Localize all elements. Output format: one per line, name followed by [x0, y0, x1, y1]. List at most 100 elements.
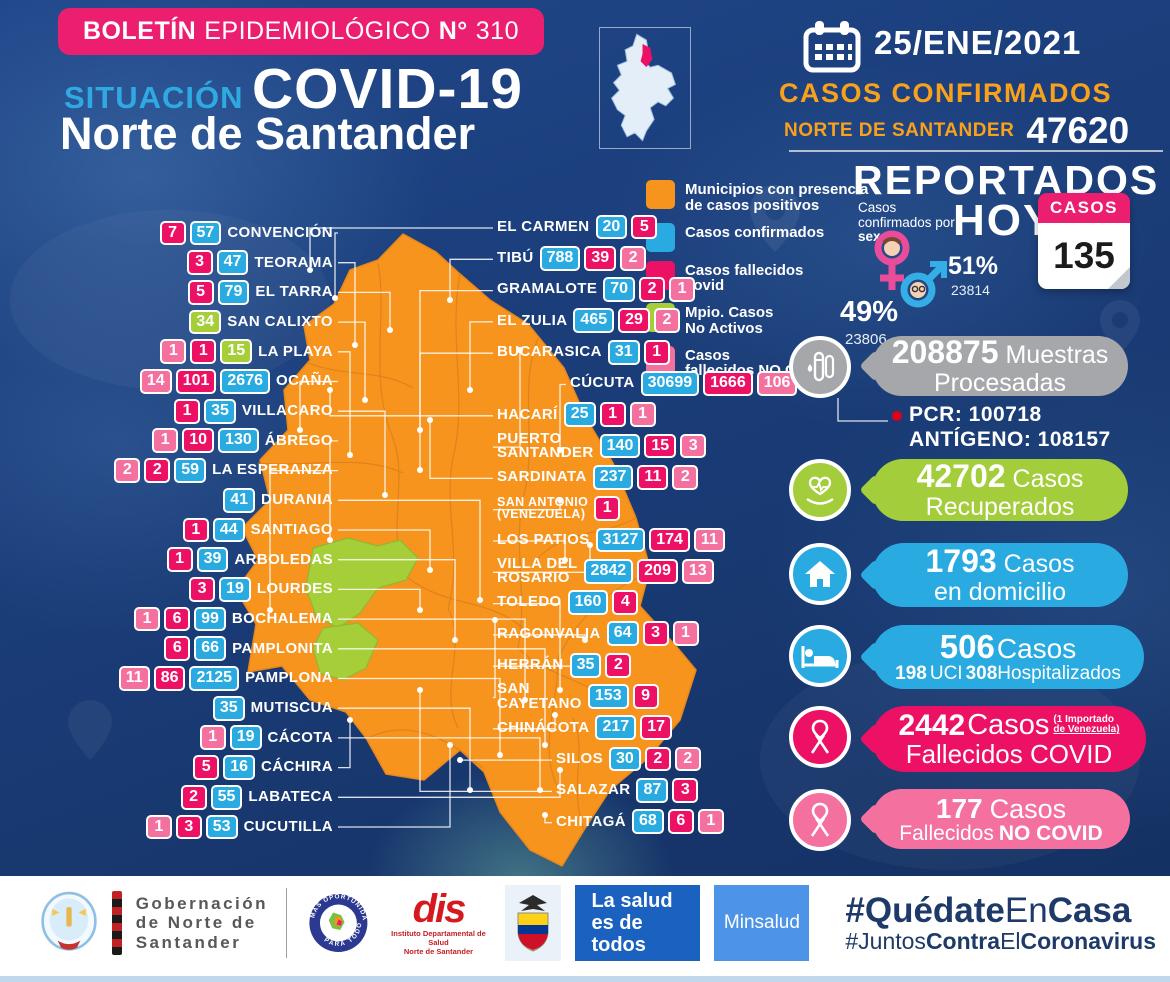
badge-group: 30699 1666 106: [640, 371, 798, 396]
case-badge-confirmados: 35: [204, 398, 236, 424]
case-badge-confirmados: 99: [194, 606, 226, 632]
case-badge-fallecidos_covid: 2: [644, 746, 671, 772]
municipality-name: GRAMALOTE: [497, 280, 598, 298]
hospitalized-pill: 506Casos 198 UCI 308Hospitalizados: [872, 625, 1144, 689]
municipality-name: DURANIA: [261, 491, 333, 509]
case-badge-fallecidos_covid: 39: [584, 245, 617, 271]
home-icon-circle: [789, 543, 851, 605]
deaths-covid-pill: 2442 Casos (1 Importado de Venezuela) Fall…: [872, 706, 1146, 772]
case-badge-confirmados: 44: [212, 517, 245, 543]
municipality-row: EL ZULIA 465 29 2: [497, 307, 680, 335]
case-badge-fallecidos_covid: 2: [639, 277, 666, 302]
badge-group: 1 6 99: [134, 606, 226, 632]
badge-group: 68 6 1: [632, 809, 724, 835]
legend-item: Casos fallecidos NO COVID: [646, 345, 868, 380]
case-badge-fallecidos_no_covid: 2: [653, 308, 680, 334]
map-pin-icon: [750, 185, 800, 252]
male-percent: 51%: [948, 252, 999, 280]
case-badge-fallecidos_no_covid: 3: [680, 433, 707, 459]
para-todos-logo: MÁS OPORTUNIDADES PARA TODOS: [305, 885, 370, 955]
municipality-row: VILLA DEL ROSARIO 2842 209 13: [497, 556, 714, 585]
case-badge-confirmados: 66: [194, 636, 227, 662]
case-badge-confirmados: 19: [219, 576, 251, 602]
badge-group: 64 3 1: [606, 621, 699, 647]
case-badge-confirmados: 2842: [583, 558, 634, 584]
badge-group: 217 17: [595, 715, 672, 741]
case-badge-fallecidos_covid: 3: [672, 777, 699, 803]
municipality-row: 5 16 CÁCHIRA: [0, 754, 333, 782]
municipality-name: PAMPLONA: [245, 669, 333, 687]
municipality-row: EL CARMEN 20 5: [497, 213, 658, 241]
case-badge-confirmados: 68: [632, 809, 664, 835]
case-badge-confirmados: 30: [609, 746, 641, 772]
case-badge-fallecidos_covid: 3: [186, 250, 213, 276]
badge-group: 2842 209 13: [583, 558, 714, 584]
case-badge-confirmados: 35: [212, 695, 245, 721]
case-badge-fallecidos_covid: 4: [612, 590, 639, 615]
municipality-row: PUERTO SANTANDER 140 15 3: [497, 431, 707, 460]
case-badge-confirmados: 19: [229, 725, 262, 751]
municipality-row: TOLEDO 160 4: [497, 589, 639, 617]
municipality-row: TIBÚ 788 39 2: [497, 244, 647, 272]
today-cases-card: CASOS 135: [1038, 193, 1130, 291]
recovered-icon-circle: [789, 459, 851, 521]
male-icon: [900, 261, 947, 308]
municipality-name: CÁCOTA: [267, 728, 333, 746]
today-label: HOY: [953, 196, 1055, 245]
municipality-row: CÚCUTA 30699 1666 106: [570, 370, 798, 398]
badge-group: 237 11 2: [592, 464, 699, 490]
case-badge-fallecidos_covid: 6: [667, 809, 694, 835]
badge-group: 1 1 15: [160, 339, 253, 365]
legend-item: Casos confirmados: [646, 222, 868, 252]
case-badge-fallecidos_no_covid: 11: [118, 666, 150, 691]
legend-label: Casos fallecidos covid: [685, 261, 804, 295]
map-pin-icon: [68, 700, 112, 760]
badge-group: 20 5: [595, 214, 658, 240]
badge-group: 6 66: [164, 636, 227, 662]
case-badge-fallecidos_covid: 17: [640, 715, 672, 741]
municipality-name: CÚCUTA: [570, 374, 635, 392]
case-badge-confirmados: 20: [595, 214, 628, 240]
municipality-name: EL ZULIA: [497, 311, 568, 329]
case-badge-fallecidos_covid: 1: [174, 398, 201, 424]
municipality-row: 1 39 ARBOLEDAS: [0, 546, 333, 574]
case-badge-fallecidos_covid: 29: [618, 308, 650, 334]
confirmed-region-label: NORTE DE SANTANDER: [784, 120, 1015, 141]
case-badge-fallecidos_no_covid: 1: [697, 809, 724, 835]
municipality-name: LA PLAYA: [258, 342, 333, 360]
municipality-row: 1 3 53 CUCUTILLA: [0, 813, 333, 841]
legend-item: Municipios con presencia de casos positi…: [646, 180, 868, 214]
ids-logo: dis: [412, 886, 467, 931]
legend-swatch-municipios: [646, 180, 675, 209]
municipality-row: HERRÁN 35 2: [497, 651, 632, 679]
footer-divider: [286, 888, 287, 958]
badge-group: 3127 174 11: [595, 527, 725, 553]
municipality-name: VILLACARO: [241, 402, 333, 420]
heart-hand-icon: [806, 476, 834, 505]
case-badge-confirmados: 2125: [189, 666, 240, 691]
female-percent: 49%: [840, 296, 899, 328]
legend-label: Mpio. Casos No Activos: [685, 304, 774, 337]
deaths-covid-value: 2442: [898, 708, 966, 742]
legend-label: Municipios con presencia de casos positi…: [685, 181, 869, 214]
municipality-row: 3 19 LOURDES: [0, 575, 333, 603]
municipality-name: SAN CALIXTO: [227, 312, 333, 330]
municipality-row: SAN ANTONIO (VENEZUELA) 1: [497, 494, 621, 523]
municipality-name: SILOS: [556, 749, 604, 767]
case-badge-confirmados: 57: [189, 220, 222, 246]
municipality-name: LOS PATIOS: [497, 530, 590, 548]
case-badge-confirmados: 79: [217, 279, 250, 305]
legend-item: Mpio. Casos No Activos: [646, 303, 868, 337]
case-badge-confirmados: 87: [636, 777, 669, 803]
badge-group: 1: [594, 496, 621, 522]
case-badge-confirmados: 237: [592, 464, 634, 490]
municipality-name: SAN ANTONIO (VENEZUELA): [497, 494, 589, 521]
situacion-label: SITUACIÓN: [64, 80, 244, 115]
municipality-name: ÁBREGO: [264, 431, 333, 449]
report-date: 25/ENE/2021: [874, 24, 1082, 61]
calendar-icon: [803, 21, 861, 73]
recovered-value: 42702: [916, 458, 1006, 495]
case-badge-confirmados: 3127: [595, 527, 646, 553]
case-badge-confirmados: 25: [563, 402, 596, 428]
municipality-row: RAGONVALIA 64 3 1: [497, 620, 699, 648]
